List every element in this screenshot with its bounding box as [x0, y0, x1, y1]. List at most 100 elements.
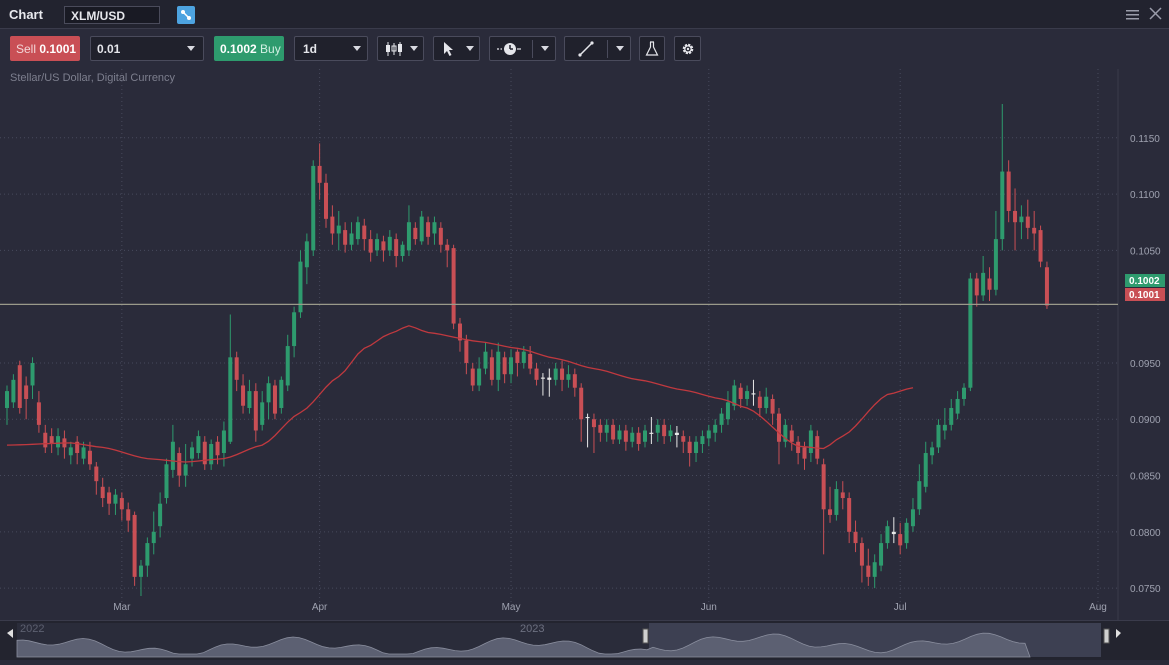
- candle-body: [776, 413, 781, 442]
- candle-body: [470, 368, 475, 386]
- symbol-input[interactable]: XLM/USD: [64, 6, 160, 24]
- chart-toolbar: Sell 0.1001 0.01 0.1002 Buy 1d: [0, 29, 1169, 69]
- candle-body: [81, 447, 86, 459]
- candle-body: [796, 441, 801, 454]
- settings-button[interactable]: [674, 36, 701, 61]
- candle-body: [987, 278, 992, 290]
- candle-body: [432, 222, 437, 234]
- drawing-tool-button[interactable]: [564, 36, 631, 61]
- candle-body: [496, 351, 501, 380]
- candle-body: [719, 413, 724, 425]
- candle-body: [324, 182, 328, 219]
- candle-body: [745, 391, 750, 399]
- chevron-down-icon: [616, 46, 624, 51]
- candle-body: [272, 385, 277, 414]
- candle-body: [853, 531, 858, 544]
- candle-body: [317, 165, 322, 183]
- candle-body: [904, 522, 909, 544]
- candle-body: [413, 227, 418, 240]
- candle-body: [617, 430, 622, 440]
- hamburger-menu-icon[interactable]: [1126, 8, 1139, 20]
- scroll-right-icon[interactable]: [1116, 629, 1121, 638]
- candle-body: [30, 362, 35, 386]
- candle-body: [725, 402, 730, 420]
- link-icon[interactable]: [177, 6, 195, 24]
- buy-label: Buy: [260, 42, 281, 56]
- candle-body: [821, 464, 826, 510]
- candle-body: [202, 441, 207, 465]
- x-tick-label: Apr: [312, 602, 328, 613]
- candle-body: [1000, 171, 1005, 240]
- candle-body: [381, 241, 386, 251]
- moving-average-line: [6, 325, 914, 463]
- button-divider: [532, 40, 533, 58]
- sell-price-marker-label: 0.1001: [1129, 290, 1160, 301]
- candle-body: [509, 357, 514, 375]
- candle-body: [419, 216, 424, 242]
- candle-body: [643, 430, 647, 442]
- candle-body: [891, 531, 896, 535]
- candle-body: [930, 447, 935, 456]
- cursor-tool-button[interactable]: [433, 36, 480, 61]
- navigator-handle-left[interactable]: [642, 628, 649, 644]
- candle-body: [738, 387, 743, 399]
- candle-body: [56, 436, 61, 448]
- candle-body: [981, 272, 986, 296]
- candle-body: [228, 357, 233, 442]
- candle-body: [438, 227, 443, 245]
- candle-body: [190, 447, 195, 459]
- flask-icon: [645, 41, 659, 56]
- candle-body: [464, 340, 469, 363]
- candle-body: [17, 365, 22, 408]
- sell-button[interactable]: Sell 0.1001: [10, 36, 80, 61]
- y-tick-label: 0.0800: [1130, 528, 1161, 539]
- candle-body: [343, 230, 348, 245]
- chevron-down-icon: [541, 46, 549, 51]
- candle-body: [138, 565, 143, 577]
- candle-body: [560, 368, 565, 380]
- time-tool-button[interactable]: [489, 36, 556, 61]
- candle-body: [751, 393, 756, 395]
- indicators-button[interactable]: [639, 36, 665, 61]
- candle-body: [834, 489, 839, 515]
- candle-body: [923, 453, 928, 487]
- candle-body: [285, 346, 290, 386]
- scroll-left-icon[interactable]: [7, 629, 13, 638]
- candle-body: [515, 351, 520, 363]
- x-tick-label: Mar: [113, 602, 131, 613]
- navigator-area: [16, 632, 1031, 658]
- candle-body: [94, 466, 99, 482]
- x-tick-label: Jul: [894, 602, 907, 613]
- candle-body: [24, 385, 29, 399]
- candle-body: [11, 379, 16, 403]
- timeframe-select[interactable]: 1d: [294, 36, 368, 61]
- candle-body: [942, 424, 947, 431]
- candle-body: [974, 278, 979, 296]
- candle-body: [540, 377, 545, 379]
- candle-body: [126, 509, 131, 521]
- candle-body: [936, 424, 941, 448]
- quantity-select[interactable]: 0.01: [90, 36, 204, 61]
- y-tick-label: 0.0950: [1130, 359, 1161, 370]
- candle-body: [234, 357, 239, 380]
- gear-icon: [682, 43, 694, 55]
- candle-body: [362, 225, 367, 240]
- candle-body: [636, 432, 641, 445]
- candle-body: [770, 398, 775, 414]
- navigator-handle-right[interactable]: [1103, 628, 1110, 644]
- candle-body: [623, 430, 628, 442]
- candle-body: [151, 531, 156, 544]
- buy-button[interactable]: 0.1002 Buy: [214, 36, 284, 61]
- price-chart[interactable]: 0.1150 0.1100 0.1050 0.0950 0.0900 0.0850 0.08…: [0, 69, 1169, 620]
- candle-body: [451, 248, 456, 324]
- candle-body: [247, 391, 252, 408]
- candle-body: [674, 432, 679, 436]
- candle-body: [1038, 230, 1043, 262]
- chart-type-button[interactable]: [377, 36, 424, 61]
- candle-body: [49, 436, 54, 445]
- candle-body: [783, 424, 788, 442]
- close-icon[interactable]: [1149, 7, 1162, 20]
- candle-body: [732, 385, 737, 406]
- candle-body: [279, 379, 284, 408]
- candle-body: [534, 368, 539, 380]
